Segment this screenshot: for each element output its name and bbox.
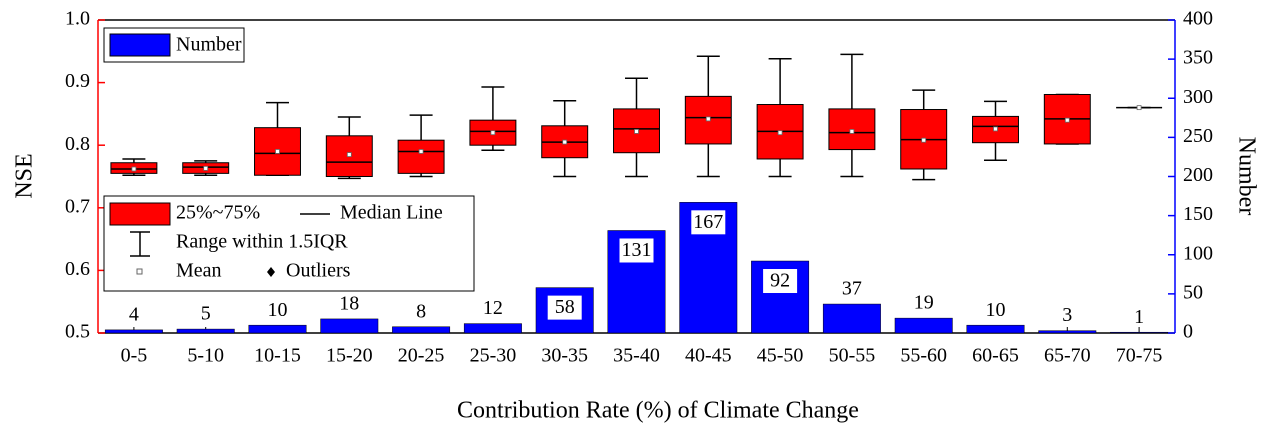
mean-marker — [921, 137, 927, 143]
y2-tick-label: 200 — [1183, 164, 1213, 186]
mean-marker — [777, 130, 783, 136]
y-tick-label: 0.9 — [65, 70, 90, 92]
y2-tick-label: 50 — [1183, 281, 1203, 303]
legend-label: Outliers — [286, 260, 351, 282]
mean-marker — [993, 126, 998, 132]
y-tick-label: 0.7 — [65, 195, 90, 217]
value-label: 131 — [622, 239, 652, 261]
x-tick-label: 50-55 — [829, 345, 876, 367]
bar — [176, 328, 235, 334]
value-label: 3 — [1062, 304, 1072, 326]
value-label: 37 — [842, 278, 862, 300]
y2-tick-label: 0 — [1183, 321, 1193, 343]
mean-marker — [1064, 117, 1070, 123]
x-tick-label: 45-50 — [757, 345, 804, 367]
value-label-bg — [547, 295, 582, 320]
legend-label: Number — [176, 34, 242, 56]
mean-marker — [705, 116, 711, 122]
x-tick-label: 60-65 — [972, 345, 1019, 367]
x-tick-label: 15-20 — [326, 345, 373, 367]
y2-tick-label: 400 — [1183, 8, 1213, 30]
mean-marker — [1136, 105, 1142, 111]
x-tick-label: 10-15 — [254, 345, 301, 367]
legend-label: Mean — [176, 260, 222, 282]
x-axis-title: Contribution Rate (%) of Climate Change — [457, 398, 859, 424]
y-tick-label: 1.0 — [65, 8, 90, 30]
value-label-bg — [691, 210, 726, 235]
x-tick-label: 55-60 — [900, 345, 947, 367]
y2-tick-label: 350 — [1183, 47, 1213, 69]
value-label: 19 — [914, 292, 934, 314]
legend-label: Range within 1.5IQR — [176, 231, 348, 253]
box — [397, 139, 445, 174]
bar — [463, 323, 522, 334]
value-label: 18 — [339, 293, 359, 315]
x-tick-label: 65-70 — [1044, 345, 1091, 367]
x-tick-label: 25-30 — [470, 345, 517, 367]
x-tick-label: 70-75 — [1116, 345, 1163, 367]
bar — [1038, 330, 1097, 334]
y2-tick-label: 150 — [1183, 203, 1213, 225]
bar — [104, 329, 163, 334]
bar — [966, 324, 1025, 334]
y-tick-label: 0.6 — [65, 258, 90, 280]
bar — [822, 303, 881, 334]
value-label: 58 — [555, 296, 575, 318]
value-label: 10 — [986, 299, 1006, 321]
mean-marker — [418, 149, 424, 154]
mean-marker — [490, 130, 496, 136]
x-tick-label: 30-35 — [541, 345, 588, 367]
mean-marker — [849, 129, 855, 134]
legend-label: Median Line — [340, 202, 443, 224]
x-tick-label: 40-45 — [685, 345, 732, 367]
bar — [320, 318, 379, 334]
bar — [392, 326, 451, 334]
mean-marker — [275, 149, 280, 154]
value-label-bg — [619, 238, 654, 263]
x-tick-label: 20-25 — [398, 345, 445, 367]
y2-axis-title: Number — [1233, 137, 1259, 216]
y2-tick-label: 300 — [1183, 86, 1213, 108]
mean-marker — [634, 129, 639, 134]
y2-tick-label: 250 — [1183, 125, 1213, 147]
y-tick-label: 0.5 — [65, 321, 90, 343]
value-label: 5 — [201, 303, 211, 325]
value-label: 12 — [483, 297, 503, 319]
y-tick-label: 0.8 — [65, 133, 90, 155]
bar — [894, 317, 953, 334]
y-axis-title: NSE — [12, 153, 38, 198]
legend-swatch — [109, 33, 171, 57]
value-label-bg — [763, 269, 798, 294]
y2-tick-label: 100 — [1183, 242, 1213, 264]
mean-marker — [203, 165, 209, 171]
mean-marker — [131, 166, 137, 172]
x-tick-label: 5-10 — [187, 345, 224, 367]
mean-marker — [562, 139, 568, 145]
legend-swatch — [267, 267, 275, 277]
bar — [248, 324, 307, 334]
value-label: 10 — [268, 299, 288, 321]
legend-label: 25%~75% — [176, 202, 260, 224]
mean-marker — [346, 152, 352, 157]
value-label: 1 — [1134, 306, 1144, 328]
bar — [1110, 331, 1169, 334]
value-label: 4 — [129, 303, 139, 325]
x-tick-label: 0-5 — [121, 345, 148, 367]
value-label: 167 — [693, 211, 723, 233]
legend-swatch — [136, 268, 143, 275]
value-label: 8 — [416, 300, 426, 322]
value-label: 92 — [770, 270, 790, 292]
x-tick-label: 35-40 — [613, 345, 660, 367]
legend-swatch — [109, 202, 171, 226]
